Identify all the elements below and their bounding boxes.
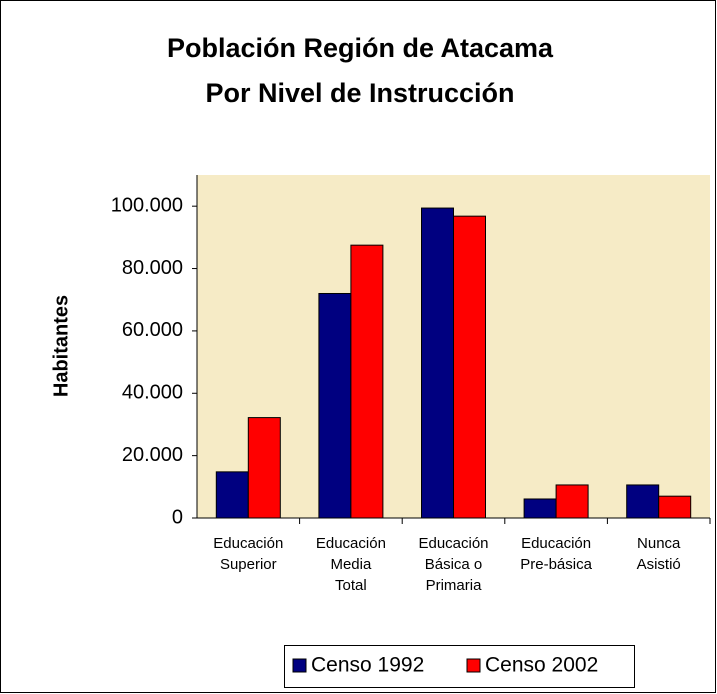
- bar: [453, 215, 486, 519]
- bar: [626, 484, 660, 519]
- bar: [215, 471, 249, 519]
- bar: [555, 484, 589, 519]
- x-tick-label: Educación Pre-básica: [520, 535, 592, 573]
- x-tick-label: Educación Básica o Primaria: [418, 535, 488, 594]
- y-tick-label: 80.000: [122, 257, 183, 279]
- y-tick-label: 20.000: [122, 444, 183, 466]
- y-tick-label: 60.000: [122, 319, 183, 341]
- x-tick-label: Nunca Asistió: [637, 535, 681, 573]
- legend-label: Censo 2002: [485, 654, 598, 677]
- y-axis-label: Habitantes: [50, 295, 72, 397]
- bar: [421, 207, 454, 519]
- y-tick-label: 100.000: [111, 194, 183, 216]
- legend-box: [284, 645, 635, 688]
- legend-swatch: [292, 658, 307, 673]
- chart-title: Por Nivel de Instrucción: [205, 78, 514, 108]
- x-tick-label: Educación Media Total: [316, 535, 386, 594]
- x-tick-label: Educación Superior: [213, 535, 283, 573]
- bar: [318, 292, 352, 519]
- bar: [658, 495, 692, 519]
- bar: [523, 498, 557, 519]
- y-tick-label: 0: [172, 506, 183, 528]
- chart-title: Población Región de Atacama: [167, 33, 554, 63]
- bar: [350, 244, 384, 519]
- bar: [247, 417, 281, 519]
- y-tick-label: 40.000: [122, 382, 183, 404]
- legend-swatch: [466, 658, 481, 673]
- legend-label: Censo 1992: [311, 654, 424, 677]
